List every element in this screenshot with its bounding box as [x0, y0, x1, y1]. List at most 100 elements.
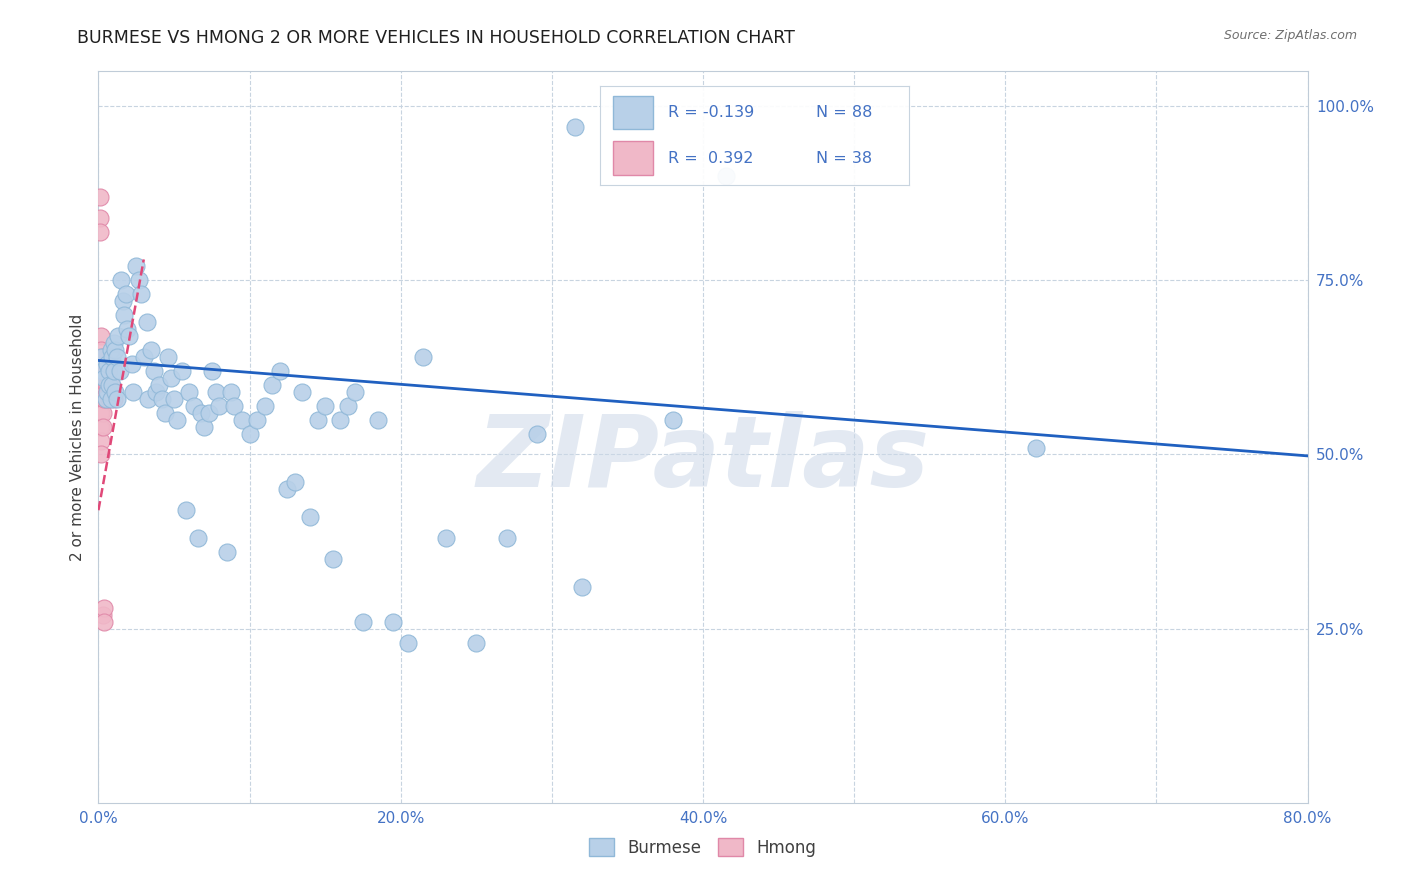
Point — [231, 412, 253, 426]
Point — [89, 419, 111, 434]
Point — [150, 392, 173, 406]
Point — [153, 406, 176, 420]
Point — [93, 392, 115, 406]
Point — [143, 364, 166, 378]
Point — [661, 412, 683, 426]
Point — [96, 357, 118, 371]
Point — [115, 322, 138, 336]
Point — [91, 607, 114, 622]
Point — [239, 426, 262, 441]
Point — [101, 377, 124, 392]
Point — [322, 552, 344, 566]
Point — [221, 384, 243, 399]
Point — [163, 392, 186, 406]
Point — [367, 412, 389, 426]
Point — [91, 364, 114, 378]
Point — [91, 350, 114, 364]
Point — [90, 448, 112, 462]
Point — [396, 635, 419, 649]
Point — [94, 392, 117, 406]
Point — [495, 531, 517, 545]
Legend: Burmese, Hmong: Burmese, Hmong — [589, 838, 817, 856]
Point — [208, 399, 231, 413]
Point — [98, 377, 121, 392]
Point — [90, 377, 112, 392]
Point — [89, 406, 111, 420]
Point — [141, 343, 163, 357]
Point — [91, 392, 114, 406]
Point — [148, 377, 170, 392]
Point — [94, 377, 117, 392]
Point — [98, 364, 121, 378]
Point — [314, 399, 336, 413]
Point — [253, 399, 276, 413]
Point — [103, 364, 125, 378]
Point — [91, 419, 114, 434]
Text: ZIPatlas: ZIPatlas — [477, 410, 929, 508]
Point — [156, 350, 179, 364]
Point — [104, 343, 127, 357]
Point — [201, 364, 224, 378]
Point — [122, 384, 145, 399]
Point — [100, 392, 122, 406]
Point — [128, 273, 150, 287]
Point — [96, 377, 118, 392]
Point — [90, 350, 112, 364]
Point — [183, 399, 205, 413]
Point — [96, 384, 118, 399]
Point — [93, 371, 115, 385]
Point — [90, 364, 112, 378]
Point — [412, 350, 434, 364]
Point — [104, 384, 127, 399]
Point — [100, 377, 122, 392]
Point — [352, 615, 374, 629]
Point — [94, 364, 117, 378]
Point — [118, 329, 141, 343]
Point — [132, 350, 155, 364]
Point — [344, 384, 367, 399]
Point — [91, 406, 114, 420]
Point — [89, 211, 111, 225]
Point — [91, 364, 114, 378]
Point — [108, 364, 131, 378]
Point — [336, 399, 359, 413]
Point — [145, 384, 167, 399]
Point — [193, 419, 215, 434]
Point — [111, 294, 134, 309]
Point — [307, 412, 329, 426]
Point — [100, 343, 122, 357]
Text: BURMESE VS HMONG 2 OR MORE VEHICLES IN HOUSEHOLD CORRELATION CHART: BURMESE VS HMONG 2 OR MORE VEHICLES IN H… — [77, 29, 796, 46]
Point — [93, 364, 115, 378]
Point — [179, 384, 201, 399]
Point — [90, 434, 112, 448]
Point — [89, 190, 111, 204]
Point — [89, 225, 111, 239]
Y-axis label: 2 or more Vehicles in Household: 2 or more Vehicles in Household — [70, 313, 86, 561]
Point — [262, 377, 284, 392]
Point — [90, 329, 112, 343]
Point — [246, 412, 269, 426]
Point — [329, 412, 352, 426]
Point — [90, 392, 112, 406]
Point — [174, 503, 197, 517]
Point — [135, 315, 157, 329]
Point — [89, 392, 111, 406]
Point — [105, 392, 128, 406]
Point — [197, 406, 219, 420]
Point — [105, 350, 128, 364]
Point — [90, 406, 112, 420]
Point — [299, 510, 322, 524]
Point — [276, 483, 298, 497]
Point — [215, 545, 238, 559]
Point — [125, 260, 148, 274]
Point — [96, 364, 118, 378]
Point — [465, 635, 488, 649]
Point — [103, 392, 125, 406]
Point — [166, 412, 188, 426]
Point — [526, 426, 548, 441]
Point — [112, 308, 135, 322]
Point — [1024, 441, 1046, 455]
Point — [284, 475, 307, 490]
Point — [160, 371, 183, 385]
Point — [89, 350, 111, 364]
